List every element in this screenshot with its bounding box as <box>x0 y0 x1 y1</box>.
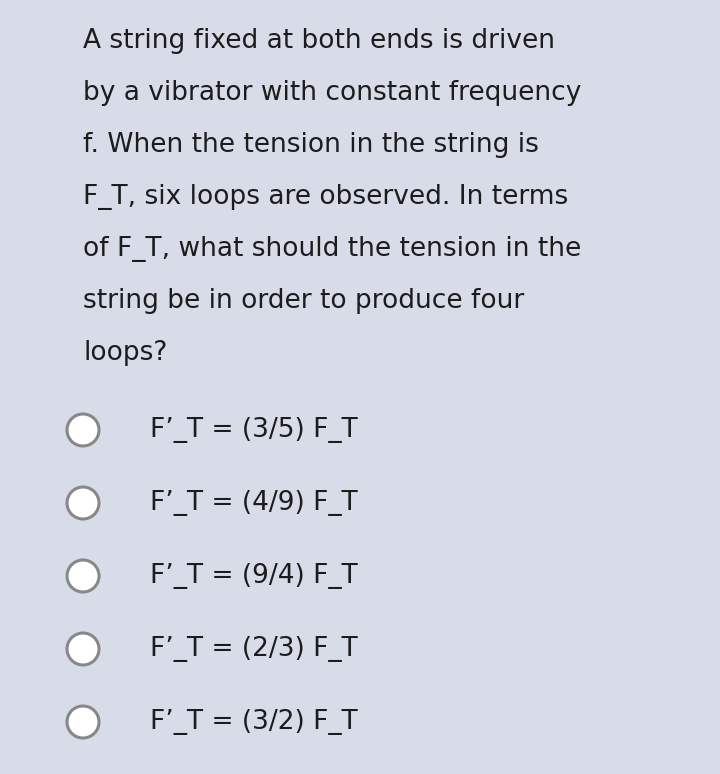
Text: F’_T = (9/4) F_T: F’_T = (9/4) F_T <box>150 563 358 589</box>
Text: F’_T = (4/9) F_T: F’_T = (4/9) F_T <box>150 490 358 516</box>
Text: of F_T, what should the tension in the: of F_T, what should the tension in the <box>83 236 581 262</box>
Text: loops?: loops? <box>83 340 167 366</box>
Text: A string fixed at both ends is driven: A string fixed at both ends is driven <box>83 28 555 54</box>
Text: F’_T = (3/5) F_T: F’_T = (3/5) F_T <box>150 417 358 443</box>
Text: F_T, six loops are observed. In terms: F_T, six loops are observed. In terms <box>83 184 568 210</box>
Text: f. When the tension in the string is: f. When the tension in the string is <box>83 132 539 158</box>
Text: by a vibrator with constant frequency: by a vibrator with constant frequency <box>83 80 581 106</box>
Text: F’_T = (3/2) F_T: F’_T = (3/2) F_T <box>150 709 358 735</box>
Text: F’_T = (2/3) F_T: F’_T = (2/3) F_T <box>150 636 358 662</box>
Text: string be in order to produce four: string be in order to produce four <box>83 288 524 314</box>
